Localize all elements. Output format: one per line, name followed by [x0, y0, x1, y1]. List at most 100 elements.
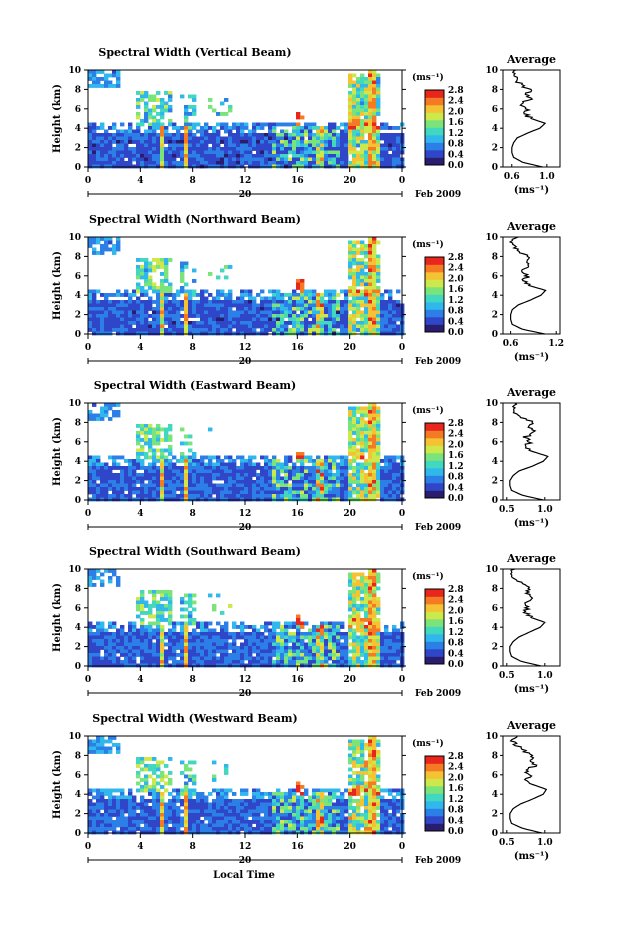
heatmap-cell: [228, 105, 233, 109]
heatmap-cell: [116, 244, 121, 248]
heatmap-cell: [192, 143, 197, 148]
heatmap-cell: [112, 328, 117, 332]
heatmap-cell: [380, 126, 385, 130]
heatmap-cell: [380, 660, 385, 664]
heatmap-cell: [360, 427, 365, 432]
heatmap-cell: [92, 80, 97, 85]
heatmap-cell: [296, 136, 301, 141]
heatmap-cell: [184, 625, 189, 629]
heatmap-cell: [232, 331, 237, 336]
heatmap-cell: [92, 476, 97, 481]
heatmap-cell: [368, 70, 373, 74]
heatmap-cell: [192, 161, 197, 165]
heatmap-cell: [160, 466, 165, 470]
heatmap-cell: [120, 663, 125, 668]
heatmap-cell: [96, 77, 101, 81]
heatmap-cell: [176, 136, 181, 141]
heatmap-cell: [164, 129, 169, 134]
heatmap-cell: [104, 143, 109, 148]
heatmap-cell: [344, 328, 349, 332]
heatmap-cell: [360, 261, 365, 266]
heatmap-cell: [368, 604, 373, 608]
heatmap-cell: [368, 469, 373, 474]
heatmap-cell: [184, 494, 189, 498]
heatmap-cell: [324, 303, 329, 308]
heatmap-cell: [168, 157, 173, 162]
heatmap-cell: [196, 639, 201, 643]
heatmap-cell: [88, 823, 93, 828]
heatmap-cell: [176, 635, 181, 640]
heatmap-cell: [196, 483, 201, 488]
heatmap-cell: [168, 448, 173, 453]
heatmap-cell: [144, 272, 149, 276]
heatmap-cell: [260, 310, 265, 315]
heatmap-cell: [180, 483, 185, 488]
heatmap-cell: [164, 286, 169, 290]
heatmap-cell: [356, 476, 361, 481]
heatmap-cell: [300, 497, 305, 502]
heatmap-cell: [108, 157, 113, 162]
heatmap-cell: [360, 452, 365, 456]
heatmap-cell: [144, 307, 149, 311]
heatmap-cell: [388, 490, 393, 495]
heatmap-cell: [216, 154, 221, 158]
heatmap-cell: [348, 600, 353, 605]
heatmap-cell: [368, 265, 373, 269]
heatmap-cell: [96, 802, 101, 807]
x-tick-label: 8: [190, 176, 196, 186]
heatmap-cell: [88, 788, 93, 793]
heatmap-cell: [156, 161, 161, 165]
heatmap-cell: [188, 487, 193, 491]
heatmap-cell: [104, 802, 109, 807]
heatmap-cell: [348, 275, 353, 280]
heatmap-cell: [392, 628, 397, 633]
heatmap-cell: [288, 300, 293, 304]
heatmap-cell: [280, 331, 285, 336]
heatmap-cell: [100, 251, 105, 255]
heatmap-cell: [292, 157, 297, 162]
heatmap-cell: [296, 303, 301, 308]
heatmap-cell: [276, 476, 281, 481]
heatmap-cell: [276, 483, 281, 488]
heatmap-cell: [392, 490, 397, 495]
heatmap-cell: [188, 476, 193, 481]
heatmap-cell: [100, 656, 105, 661]
heatmap-cell: [292, 317, 297, 322]
heatmap-cell: [240, 466, 245, 470]
panel-title: Spectral Width (Eastward Beam): [94, 379, 296, 392]
heatmap-cell: [160, 483, 165, 488]
heatmap-cell: [296, 147, 301, 151]
heatmap-cell: [388, 632, 393, 636]
heatmap-cell: [100, 795, 105, 800]
heatmap-cell: [320, 497, 325, 502]
heatmap-cell: [384, 660, 389, 664]
heatmap-cell: [344, 324, 349, 329]
heatmap-cell: [148, 328, 153, 332]
heatmap-cell: [140, 258, 145, 262]
heatmap-cell: [140, 98, 145, 102]
heatmap-cell: [376, 600, 381, 605]
heatmap-cell: [232, 632, 237, 636]
heatmap-cell: [300, 300, 305, 304]
heatmap-cell: [344, 310, 349, 315]
heatmap-cell: [96, 642, 101, 647]
heatmap-cell: [356, 272, 361, 276]
heatmap-cell: [216, 660, 221, 664]
heatmap-cell: [356, 597, 361, 601]
heatmap-cell: [124, 310, 129, 315]
heatmap-cell: [352, 487, 357, 491]
heatmap-cell: [396, 628, 401, 633]
heatmap-cell: [280, 660, 285, 664]
heatmap-cell: [364, 497, 369, 502]
heatmap-cell: [160, 115, 165, 120]
heatmap-cell: [152, 300, 157, 304]
heatmap-cell: [344, 653, 349, 657]
heatmap-cell: [272, 625, 277, 629]
heatmap-cell: [288, 663, 293, 668]
heatmap-cell: [288, 497, 293, 502]
y-tick-label: 8: [75, 418, 81, 428]
heatmap-cell: [360, 164, 365, 169]
heatmap-cell: [88, 417, 93, 421]
heatmap-cell: [104, 328, 109, 332]
colorbar-tick-label: 0.8: [448, 473, 464, 483]
